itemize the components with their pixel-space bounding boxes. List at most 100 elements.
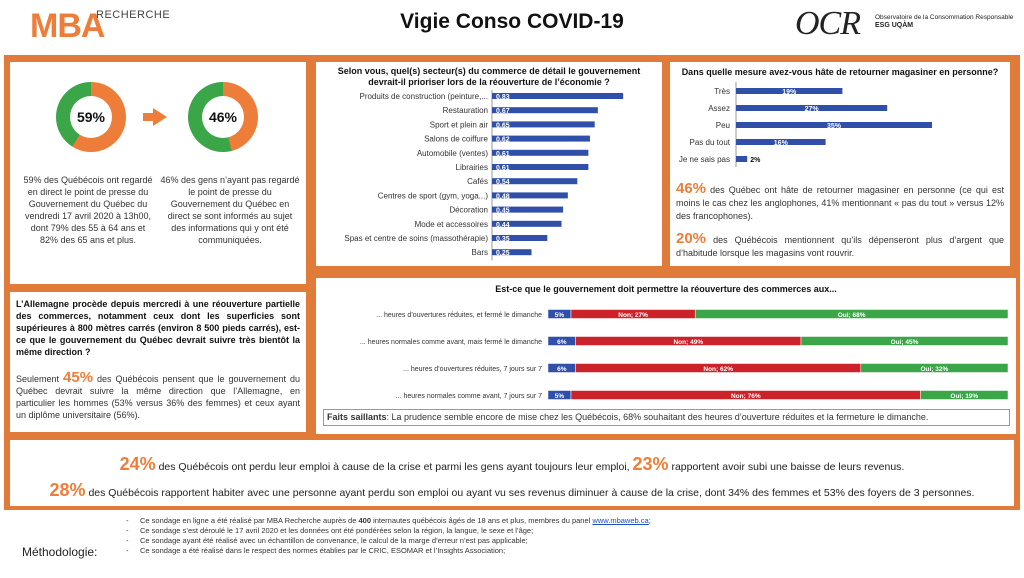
- reopen-value-label: Non; 62%: [703, 366, 733, 373]
- sector-category-label: Cafés: [467, 177, 488, 186]
- eager-value-label: 35%: [827, 123, 842, 130]
- sector-bar: [492, 107, 598, 114]
- sector-category-label: Décoration: [449, 206, 488, 215]
- reopen-value-label: 6%: [557, 339, 567, 346]
- mba-logo-subtitle: RECHERCHE: [96, 9, 171, 21]
- methodology-item: - Ce sondage en ligne a été réalisé par M…: [126, 516, 651, 525]
- eager-to-shop-panel: Dans quelle mesure avez-vous hâte de ret…: [670, 62, 1010, 266]
- eager-paragraph-2: 20% des Québécois mentionnent qu’ils dép…: [676, 230, 1004, 260]
- job-loss-pct: 24%: [119, 454, 156, 474]
- employment-panel: 24% des Québécois ont perdu leur emploi …: [10, 440, 1014, 506]
- employment-line-1: 24% des Québécois ont perdu leur emploi …: [10, 454, 1014, 475]
- methodology-label: Méthodologie:: [22, 545, 98, 559]
- sector-bar: [492, 249, 532, 256]
- reopen-value-label: Oui; 19%: [950, 393, 978, 400]
- reopen-value-label: 5%: [555, 312, 565, 319]
- sector-value-label: 0,48: [496, 193, 510, 200]
- mba-logo: MBA: [30, 7, 105, 45]
- reopen-bar-oui: [920, 390, 1009, 400]
- sector-value-label: 0,54: [496, 179, 510, 186]
- donut-chart-watched: 59%: [56, 82, 126, 152]
- ocr-logo: OCR: [795, 5, 861, 42]
- reopen-value-label: 6%: [557, 366, 567, 373]
- sector-category-label: Librairies: [456, 163, 488, 172]
- sector-bar: [492, 220, 562, 227]
- donut-chart-informed: 46%: [188, 82, 258, 152]
- eager-pct-2: 20%: [676, 230, 707, 247]
- sector-value-label: 0,83: [496, 94, 510, 101]
- eager-category-label: Peu: [716, 121, 730, 130]
- ocr-subtitle-line2: ESG UQÀM: [875, 22, 914, 29]
- job-loss-text: des Québécois ont perdu leur emploi à ca…: [155, 461, 633, 473]
- reopen-bar-oui: [800, 336, 1009, 346]
- household-pct: 28%: [49, 480, 86, 500]
- eager-value-label: 19%: [782, 89, 797, 96]
- eager-value-label: 16%: [774, 140, 789, 147]
- reopen-category-label: ... heures d’ouvertures réduites, 7 jour…: [403, 366, 542, 373]
- reopen-value-label: Non; 27%: [618, 312, 648, 319]
- header: MBA RECHERCHE Vigie Conso COVID-19 OCR O…: [0, 0, 1024, 52]
- eager-bar: [736, 105, 888, 111]
- donut-informed-caption: 46% des gens n’ayant pas regardé le poin…: [160, 175, 300, 245]
- reopen-category-label: ... heures normales comme avant, mais fe…: [360, 339, 542, 346]
- eager-category-label: Assez: [708, 104, 730, 113]
- ocr-subtitle-line1: Observatoire de la Consommation Responsa…: [875, 14, 1014, 21]
- sector-category-label: Sport et plein air: [430, 120, 489, 129]
- income-drop-text: rapportent avoir subi une baisse de leur…: [668, 461, 905, 473]
- panel-link[interactable]: www.mbaweb.ca: [592, 516, 649, 525]
- sector-category-label: Salons de coiffure: [424, 135, 488, 144]
- reopen-category-label: ... heures normales comme avant, 7 jours…: [396, 393, 542, 400]
- reopen-value-label: Non; 49%: [673, 339, 703, 346]
- sector-value-label: 0,35: [496, 236, 510, 243]
- ocr-logo-subtitle: Observatoire de la Consommation Responsa…: [875, 14, 1015, 30]
- sector-value-label: 0,44: [496, 222, 510, 229]
- sector-category-label: Automobile (ventes): [417, 149, 488, 158]
- eager-bar: [736, 139, 826, 145]
- sector-category-label: Spas et centre de soins (massothérapie): [344, 234, 488, 243]
- eager-value-label: 27%: [805, 106, 820, 113]
- arrow-stem: [143, 113, 154, 121]
- eager-bar-chart: Très 19% Assez 27% Peu 35% Pas du tout 16% Je ne…: [679, 82, 932, 167]
- methodology-list: - Ce sondage en ligne a été réalisé par M…: [126, 516, 1006, 556]
- eager-bar: [736, 88, 843, 94]
- household-text: des Québécois rapportent habiter avec un…: [85, 487, 975, 499]
- reopen-bar-oui: [860, 363, 1009, 373]
- sector-bar: [492, 206, 564, 213]
- sector-bar: [492, 192, 568, 199]
- eager-text-1: des Québec ont hâte de retourner magasin…: [676, 185, 1004, 221]
- reopen-value-label: Oui; 32%: [920, 366, 948, 373]
- eager-category-label: Je ne sais pas: [679, 155, 730, 164]
- eager-category-label: Très: [714, 87, 730, 96]
- reopen-chart-title: Est-ce que le gouvernement doit permettr…: [495, 284, 837, 294]
- sector-bar: [492, 135, 590, 142]
- eager-bar: [736, 156, 748, 162]
- eager-pct-1: 46%: [676, 180, 707, 197]
- sector-category-label: Centres de sport (gym, yoga...): [378, 191, 489, 200]
- sectors-chart-title: Selon vous, quel(s) secteur(s) du commer…: [337, 66, 641, 87]
- employment-line-2: 28% des Québécois rapportent habiter ave…: [10, 480, 1014, 501]
- germany-answer-text: des Québécois pensent que le gouvernemen…: [16, 374, 301, 420]
- donut-informed-label: 46%: [202, 96, 244, 138]
- page-title: Vigie Conso COVID-19: [400, 10, 624, 33]
- germany-panel: L’Allemagne procède depuis mercredi à un…: [10, 292, 306, 432]
- sector-value-label: 0,45: [496, 208, 510, 215]
- sector-value-label: 0,25: [496, 250, 510, 257]
- reopen-category-label: ... heures d’ouvertures réduites, et fer…: [376, 312, 542, 319]
- reopen-value-label: Non; 76%: [731, 393, 761, 400]
- eager-value-label: 2%: [750, 157, 761, 164]
- eager-paragraph-1: 46% des Québec ont hâte de retourner mag…: [676, 180, 1004, 223]
- sector-value-label: 0,67: [496, 108, 510, 115]
- sector-bar: [492, 149, 589, 156]
- sector-bar: [492, 235, 548, 241]
- reopen-value-label: 5%: [555, 393, 565, 400]
- reopen-value-label: Oui; 45%: [891, 339, 919, 346]
- germany-pct: 45%: [63, 369, 94, 386]
- key-facts-label: Faits saillants: [327, 412, 387, 422]
- press-conference-panel: 59% 46% 59% des Québécois ont regardé en…: [10, 62, 306, 284]
- sector-value-label: 0,61: [496, 151, 510, 158]
- sector-bar: [492, 178, 578, 185]
- sector-value-label: 0,62: [496, 137, 510, 144]
- eager-bar: [736, 122, 932, 128]
- reopening-panel: Est-ce que le gouvernement doit permettr…: [316, 278, 1016, 434]
- sector-category-label: Bars: [472, 248, 488, 257]
